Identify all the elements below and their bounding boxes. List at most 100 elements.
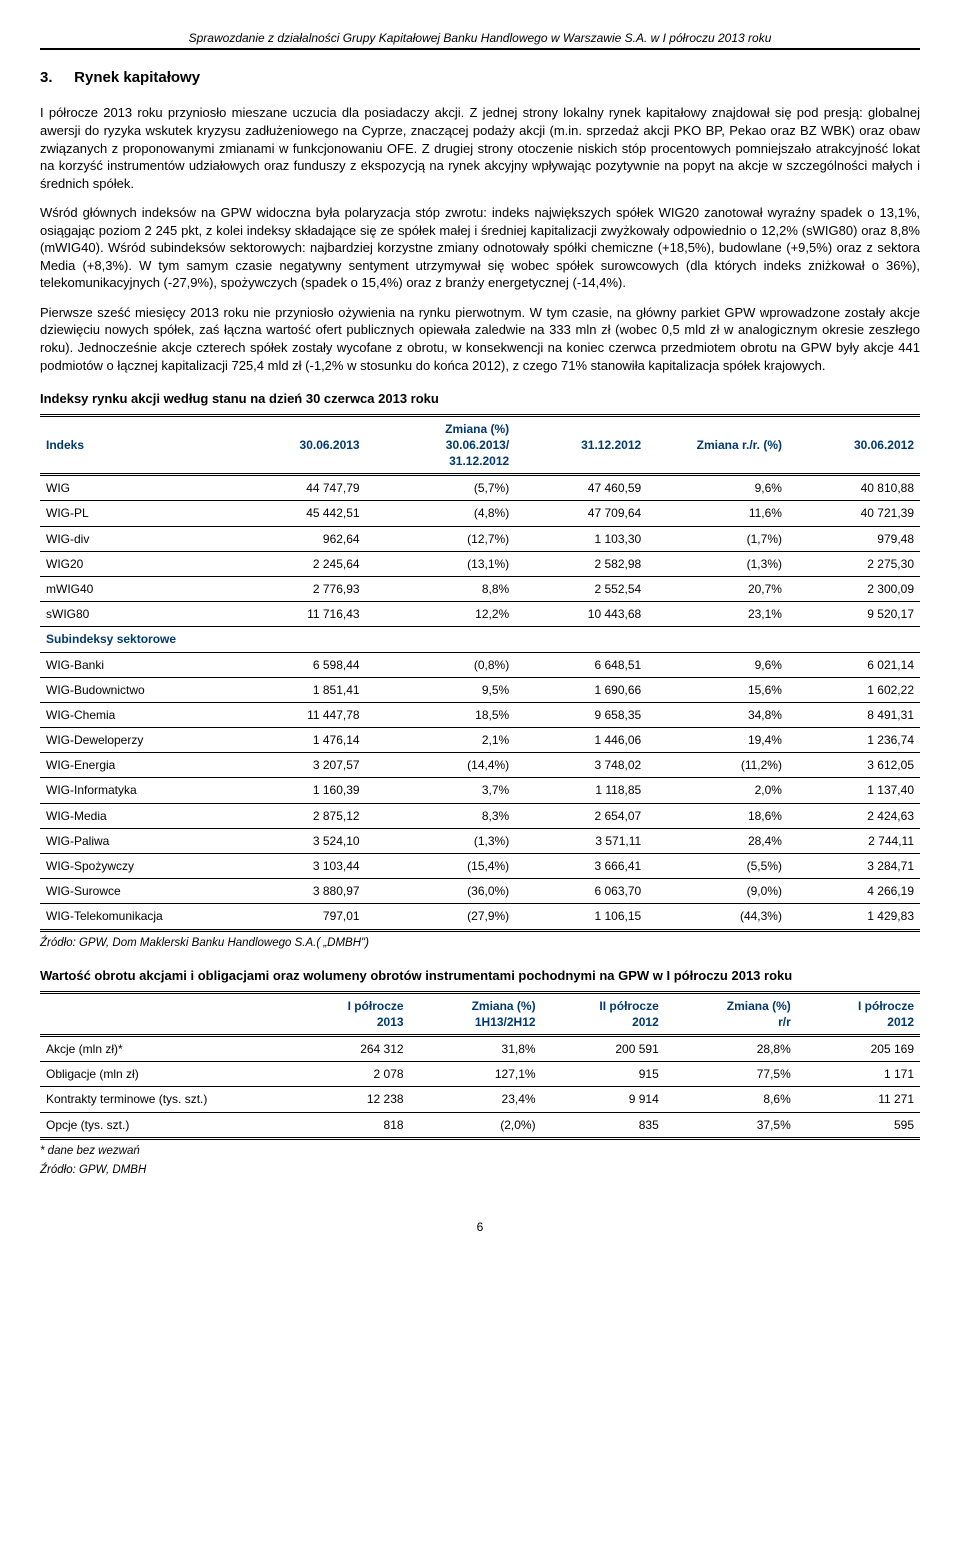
table-cell: 23,1% <box>647 602 788 627</box>
table2-footnote1: * dane bez wezwań <box>40 1144 920 1160</box>
page-header: Sprawozdanie z działalności Grupy Kapita… <box>40 30 920 50</box>
table-cell: 8,6% <box>665 1087 797 1112</box>
table-cell: 3 284,71 <box>788 854 920 879</box>
table-cell: (0,8%) <box>366 652 516 677</box>
table-cell: 34,8% <box>647 702 788 727</box>
table-cell: 10 443,68 <box>515 602 647 627</box>
table-cell: 40 721,39 <box>788 501 920 526</box>
table-cell: 2 275,30 <box>788 551 920 576</box>
table-cell: 1 160,39 <box>234 778 366 803</box>
table1-source: Źródło: GPW, Dom Maklerski Banku Handlow… <box>40 936 920 952</box>
table-cell: (4,8%) <box>366 501 516 526</box>
table-cell: 1 602,22 <box>788 677 920 702</box>
table-cell: 3 666,41 <box>515 854 647 879</box>
table-cell: 2 424,63 <box>788 803 920 828</box>
table-cell: 3 103,44 <box>234 854 366 879</box>
table-cell: (5,7%) <box>366 475 516 501</box>
table-row: Obligacje (mln zł)2 078127,1%91577,5%1 1… <box>40 1062 920 1087</box>
table-cell: 8 491,31 <box>788 702 920 727</box>
table-cell: 595 <box>797 1112 920 1138</box>
page-number: 6 <box>40 1219 920 1235</box>
table-cell: 3 612,05 <box>788 753 920 778</box>
table-cell: (27,9%) <box>366 904 516 930</box>
turnover-table: I półrocze 2013 Zmiana (%) 1H13/2H12 II … <box>40 991 920 1140</box>
table-cell: (2,0%) <box>410 1112 542 1138</box>
table-cell: 3 207,57 <box>234 753 366 778</box>
table-row: WIG202 245,64(13,1%)2 582,98(1,3%)2 275,… <box>40 551 920 576</box>
table-cell: 2 078 <box>286 1062 409 1087</box>
th-date1: 30.06.2013 <box>234 415 366 475</box>
table-cell: 40 810,88 <box>788 475 920 501</box>
th-indeks: Indeks <box>40 415 234 475</box>
table-cell: WIG-Deweloperzy <box>40 728 234 753</box>
table-row: sWIG8011 716,4312,2%10 443,6823,1%9 520,… <box>40 602 920 627</box>
table-cell: 1 106,15 <box>515 904 647 930</box>
table-row: Opcje (tys. szt.)818(2,0%)83537,5%595 <box>40 1112 920 1138</box>
table-cell: 9,5% <box>366 677 516 702</box>
table-row: WIG44 747,79(5,7%)47 460,599,6%40 810,88 <box>40 475 920 501</box>
th-date2: 31.12.2012 <box>515 415 647 475</box>
table-cell: (9,0%) <box>647 879 788 904</box>
table-cell: 1 851,41 <box>234 677 366 702</box>
table-cell: 2 552,54 <box>515 576 647 601</box>
table-cell: (1,3%) <box>647 551 788 576</box>
table-cell: WIG-Budownictwo <box>40 677 234 702</box>
table-row: WIG-Energia3 207,57(14,4%)3 748,02(11,2%… <box>40 753 920 778</box>
table-cell: 9 914 <box>542 1087 665 1112</box>
table-cell: 9,6% <box>647 652 788 677</box>
table-cell: 11 447,78 <box>234 702 366 727</box>
table-cell: 1 137,40 <box>788 778 920 803</box>
table-row: WIG-Informatyka1 160,393,7%1 118,852,0%1… <box>40 778 920 803</box>
table-row: WIG-Banki6 598,44(0,8%)6 648,519,6%6 021… <box>40 652 920 677</box>
table-cell: Obligacje (mln zł) <box>40 1062 286 1087</box>
th2-c4: Zmiana (%) r/r <box>665 992 797 1035</box>
th2-c5: I półrocze 2012 <box>797 992 920 1035</box>
table-cell: 2 744,11 <box>788 828 920 853</box>
table-cell: (36,0%) <box>366 879 516 904</box>
table-cell: WIG20 <box>40 551 234 576</box>
table-cell: 6 063,70 <box>515 879 647 904</box>
table-cell: 1 171 <box>797 1062 920 1087</box>
table-cell: 3 571,11 <box>515 828 647 853</box>
table-cell: 797,01 <box>234 904 366 930</box>
table-row: WIG-div962,64(12,7%)1 103,30(1,7%)979,48 <box>40 526 920 551</box>
table-cell: WIG-PL <box>40 501 234 526</box>
section-title: 3. Rynek kapitałowy <box>40 68 920 88</box>
table-cell: 28,8% <box>665 1036 797 1062</box>
table-cell: 19,4% <box>647 728 788 753</box>
table-cell: WIG-Informatyka <box>40 778 234 803</box>
table-row: WIG-Paliwa3 524,10(1,3%)3 571,1128,4%2 7… <box>40 828 920 853</box>
table-cell: 20,7% <box>647 576 788 601</box>
table-cell: 47 709,64 <box>515 501 647 526</box>
th-change2: Zmiana r./r. (%) <box>647 415 788 475</box>
table1-title: Indeksy rynku akcji według stanu na dzie… <box>40 390 920 408</box>
table-cell: 9,6% <box>647 475 788 501</box>
table-row: WIG-PL45 442,51(4,8%)47 709,6411,6%40 72… <box>40 501 920 526</box>
section-number: 3. <box>40 68 70 88</box>
table-row: Kontrakty terminowe (tys. szt.)12 23823,… <box>40 1087 920 1112</box>
table-cell: 12 238 <box>286 1087 409 1112</box>
table-row: mWIG402 776,938,8%2 552,5420,7%2 300,09 <box>40 576 920 601</box>
table-cell: 11,6% <box>647 501 788 526</box>
table-cell: 915 <box>542 1062 665 1087</box>
table-cell: 47 460,59 <box>515 475 647 501</box>
table-cell: 1 429,83 <box>788 904 920 930</box>
th2-c2: Zmiana (%) 1H13/2H12 <box>410 992 542 1035</box>
table-cell: (11,2%) <box>647 753 788 778</box>
table-cell: (14,4%) <box>366 753 516 778</box>
table-cell: mWIG40 <box>40 576 234 601</box>
table-cell: WIG-Paliwa <box>40 828 234 853</box>
table-cell: 2 245,64 <box>234 551 366 576</box>
table-cell: 835 <box>542 1112 665 1138</box>
th-change1: Zmiana (%) 30.06.2013/ 31.12.2012 <box>366 415 516 475</box>
th2-c0 <box>40 992 286 1035</box>
subheader-row: Subindeksy sektorowe <box>40 627 920 652</box>
table-cell: WIG-Spożywczy <box>40 854 234 879</box>
table-row: WIG-Spożywczy3 103,44(15,4%)3 666,41(5,5… <box>40 854 920 879</box>
table-cell: 77,5% <box>665 1062 797 1087</box>
paragraph-1: I półrocze 2013 roku przyniosło mieszane… <box>40 104 920 192</box>
table-cell: WIG-Surowce <box>40 879 234 904</box>
table-cell: WIG-div <box>40 526 234 551</box>
table-cell: 6 021,14 <box>788 652 920 677</box>
table-cell: WIG-Media <box>40 803 234 828</box>
